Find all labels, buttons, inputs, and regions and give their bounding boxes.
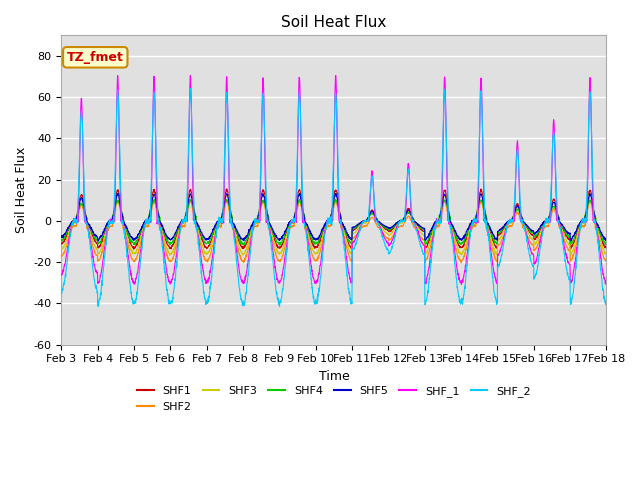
SHF4 [570, 237, 577, 243]
SHF3 [602, 251, 610, 257]
SHF3 [493, 250, 500, 255]
SHF1 [223, 186, 230, 192]
Line: SHF4: SHF4 [61, 199, 606, 245]
SHF3 [210, 234, 218, 240]
SHF3 [570, 245, 578, 251]
Line: SHF3: SHF3 [61, 193, 606, 255]
SHF1 [570, 240, 578, 246]
SHF_1 [570, 267, 577, 273]
SHF5 [350, 225, 358, 230]
SHF3 [332, 190, 340, 196]
SHF_2 [570, 285, 578, 291]
SHF4 [602, 240, 610, 245]
SHF1 [555, 214, 563, 220]
Line: SHF2: SHF2 [61, 200, 606, 263]
SHF_2 [602, 302, 610, 308]
Line: SHF5: SHF5 [61, 193, 606, 241]
SHF4 [493, 241, 500, 247]
SHF2 [115, 197, 122, 203]
SHF1 [130, 246, 138, 252]
SHF_1 [186, 72, 194, 78]
SHF_1 [350, 239, 358, 245]
X-axis label: Time: Time [319, 370, 349, 383]
SHF4 [209, 229, 217, 235]
Line: SHF1: SHF1 [61, 189, 606, 249]
SHF_2 [58, 287, 65, 293]
SHF2 [458, 260, 465, 266]
SHF2 [493, 259, 500, 264]
SHF1 [210, 229, 218, 235]
SHF4 [295, 196, 303, 202]
SHF_2 [350, 246, 358, 252]
SHF_1 [602, 282, 610, 288]
SHF5 [95, 238, 102, 244]
SHF_1 [362, 218, 369, 224]
SHF4 [350, 226, 358, 232]
SHF5 [362, 218, 370, 224]
Y-axis label: Soil Heat Flux: Soil Heat Flux [15, 147, 28, 233]
SHF4 [362, 218, 369, 224]
SHF1 [602, 245, 610, 251]
SHF1 [350, 227, 358, 232]
SHF_2 [493, 301, 500, 307]
Title: Soil Heat Flux: Soil Heat Flux [281, 15, 387, 30]
SHF_1 [493, 280, 500, 286]
SHF_2 [362, 217, 370, 223]
SHF1 [493, 245, 500, 251]
SHF2 [58, 253, 65, 259]
SHF2 [210, 239, 218, 245]
SHF4 [602, 242, 609, 248]
SHF_2 [276, 304, 284, 310]
SHF5 [493, 236, 500, 242]
SHF1 [58, 241, 65, 247]
SHF3 [166, 252, 173, 258]
Line: SHF_1: SHF_1 [61, 75, 606, 285]
SHF2 [350, 235, 358, 240]
SHF_1 [58, 272, 65, 277]
SHF5 [58, 234, 65, 240]
SHF_1 [555, 219, 563, 225]
Legend: SHF1, SHF2, SHF3, SHF4, SHF5, SHF_1, SHF_2: SHF1, SHF2, SHF3, SHF4, SHF5, SHF_1, SHF… [132, 382, 535, 416]
SHF_1 [210, 245, 218, 251]
SHF2 [555, 221, 563, 227]
SHF_2 [210, 253, 218, 259]
SHF5 [555, 215, 563, 220]
SHF1 [362, 218, 370, 224]
SHF4 [58, 238, 65, 244]
SHF3 [555, 215, 563, 221]
SHF4 [555, 214, 563, 219]
SHF2 [362, 223, 369, 229]
SHF5 [114, 191, 122, 196]
SHF3 [58, 246, 65, 252]
SHF2 [602, 257, 610, 263]
Line: SHF_2: SHF_2 [61, 88, 606, 307]
SHF2 [570, 252, 578, 257]
SHF3 [350, 230, 358, 236]
SHF5 [210, 226, 218, 231]
Text: TZ_fmet: TZ_fmet [67, 51, 124, 64]
SHF5 [570, 233, 578, 239]
SHF_2 [555, 217, 563, 223]
SHF5 [602, 236, 610, 242]
SHF_2 [186, 85, 194, 91]
SHF3 [362, 219, 370, 225]
